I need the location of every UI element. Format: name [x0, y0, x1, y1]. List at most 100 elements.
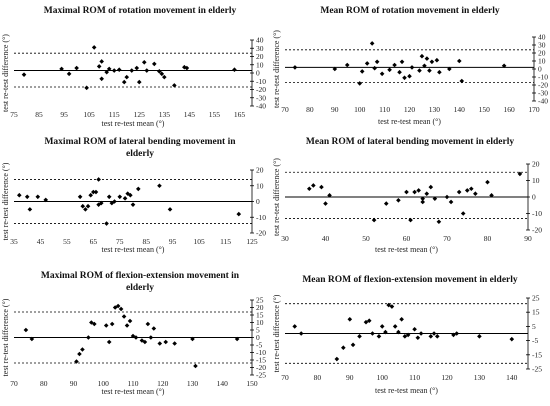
- data-point: [404, 189, 409, 195]
- data-point: [29, 336, 35, 342]
- y-tick-label: -30: [538, 89, 548, 98]
- y-tick-label: -10: [256, 77, 266, 86]
- data-point: [408, 217, 413, 223]
- data-point: [432, 196, 438, 201]
- data-point: [417, 68, 422, 73]
- data-point: [376, 334, 382, 339]
- data-point: [234, 336, 240, 342]
- data-point: [151, 61, 157, 67]
- x-tick-label: 95: [60, 110, 68, 119]
- data-point: [457, 58, 462, 64]
- data-point: [59, 66, 64, 72]
- data-point: [116, 67, 122, 72]
- data-point: [334, 356, 340, 362]
- y-tick-label: -10: [256, 348, 266, 357]
- x-tick-label: 50: [362, 234, 370, 243]
- data-point: [145, 321, 151, 327]
- data-point: [392, 324, 398, 329]
- x-tick-label: 60: [403, 234, 411, 243]
- chart-panel-2: Mean ROM of rotation movement in elderly…: [272, 6, 548, 126]
- x-tick-label: 105: [84, 110, 96, 119]
- data-point: [464, 188, 470, 193]
- data-point: [415, 335, 421, 341]
- data-point: [142, 339, 148, 345]
- x-tick-label: 90: [70, 379, 78, 388]
- data-point: [111, 68, 117, 73]
- data-point: [366, 318, 372, 324]
- data-point: [402, 334, 408, 339]
- data-point: [103, 323, 109, 328]
- data-point: [128, 192, 133, 198]
- data-point: [74, 359, 79, 364]
- data-point: [370, 331, 375, 336]
- chart-panel-6: Mean ROM of flexion-extension movement i…: [272, 275, 542, 395]
- y-tick-label: 30: [538, 41, 546, 50]
- x-tick-label: 65: [90, 237, 98, 246]
- data-point: [292, 65, 298, 70]
- data-point: [124, 323, 130, 328]
- data-point: [99, 59, 104, 64]
- y-tick-label: -20: [256, 363, 266, 372]
- data-point: [424, 56, 430, 61]
- data-point: [292, 324, 298, 329]
- data-point: [112, 199, 117, 204]
- y-tick-label: -20: [538, 81, 548, 90]
- data-point: [184, 65, 190, 71]
- data-point: [117, 194, 123, 200]
- data-point: [135, 186, 141, 192]
- data-point: [109, 200, 115, 206]
- data-point: [104, 221, 109, 226]
- data-point: [104, 69, 109, 75]
- data-point: [77, 351, 82, 357]
- data-point: [402, 75, 407, 81]
- x-tick-label: 120: [441, 373, 453, 382]
- data-point: [407, 73, 412, 79]
- data-point: [419, 53, 425, 59]
- data-point: [136, 79, 142, 85]
- data-point: [66, 71, 72, 77]
- data-point: [473, 191, 478, 196]
- y-tick-label: 10: [538, 57, 546, 66]
- data-point: [392, 62, 397, 68]
- y-tick-label: 20: [256, 52, 264, 61]
- x-tick-label: 115: [109, 110, 120, 119]
- y-tick-label: -20: [256, 85, 266, 94]
- y-axis-label: test re-test difference (°): [1, 162, 10, 240]
- data-point: [447, 66, 452, 72]
- data-point: [121, 79, 127, 85]
- data-point: [448, 199, 454, 205]
- y-tick-label: 5: [256, 326, 260, 335]
- data-point: [106, 339, 112, 345]
- chart-title: Maximal ROM of lateral bending movement …: [44, 137, 236, 147]
- data-point: [396, 198, 401, 203]
- data-point: [412, 326, 417, 332]
- y-tick-label: 20: [538, 49, 546, 58]
- data-point: [77, 194, 83, 200]
- data-point: [327, 193, 332, 198]
- data-point: [383, 201, 389, 206]
- data-point: [109, 321, 115, 327]
- chart-title: Mean ROM of flexion-extension movement i…: [302, 275, 518, 285]
- data-point: [91, 45, 97, 50]
- data-point: [444, 194, 450, 200]
- data-point: [389, 304, 395, 309]
- x-tick-label: 90: [346, 373, 354, 382]
- data-point: [374, 59, 380, 65]
- y-tick-label: -30: [256, 93, 266, 102]
- y-axis-label: test re-test difference (°): [272, 30, 281, 108]
- x-axis-label: test re-test mean (°): [102, 245, 165, 254]
- y-tick-label: 20: [256, 166, 264, 175]
- x-tick-label: 55: [63, 237, 71, 246]
- data-point: [428, 184, 434, 190]
- chart-title: elderly: [126, 283, 154, 293]
- x-tick-label: 140: [506, 373, 518, 382]
- data-point: [23, 327, 29, 333]
- y-tick-label: 30: [256, 44, 264, 53]
- data-point: [24, 194, 30, 200]
- data-point: [106, 194, 112, 200]
- x-tick-label: 90: [331, 105, 339, 114]
- data-point: [359, 69, 365, 74]
- y-tick-label: 15: [256, 311, 264, 320]
- data-point: [369, 41, 375, 46]
